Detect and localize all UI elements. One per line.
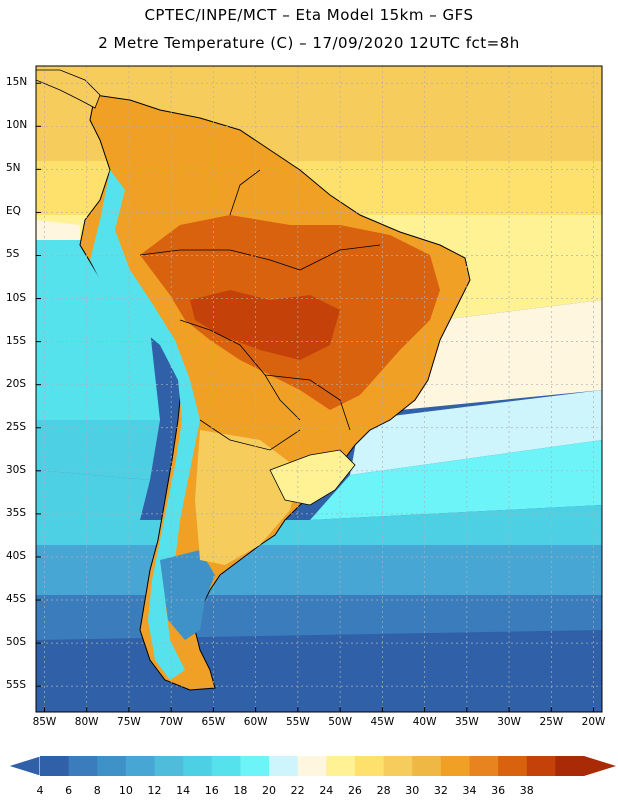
colorbar-label: 18 [233,784,248,797]
colorbar-segment [154,756,184,776]
lat-label: EQ [6,205,21,218]
lat-label: 20S [6,377,27,390]
patagonia-mild-region [195,430,300,565]
colorbar-label: 34 [462,784,477,797]
colorbar-label: 16 [204,784,219,797]
colorbar-label: 36 [491,784,506,797]
lon-label: 70W [159,716,184,728]
colorbar-segment [297,756,327,776]
colorbar-segment [125,756,156,776]
ocean-band-22-pacific-north [36,220,80,240]
colorbar-segment [498,756,528,776]
colorbar-label: 38 [519,784,534,797]
lon-label: 75W [117,716,141,728]
lat-label: 5N [6,162,21,175]
lat-label: 5S [6,248,20,261]
colorbar-label: 12 [147,784,162,797]
colorbar-segment [40,756,70,776]
andes-colder-region [160,550,215,640]
ocean-band-10 [36,545,602,595]
lat-label: 35S [6,506,27,519]
colorbar-label: 32 [433,784,448,797]
lat-label: 40S [6,549,27,562]
lon-label: 60W [243,716,268,728]
colorbar-label: 6 [65,784,73,797]
country-borders [139,169,381,451]
colorbar-segment [269,756,299,776]
colorbar-label: 8 [93,784,101,797]
lon-label: 65W [201,716,226,728]
colorbar-segment [526,756,556,776]
lat-label: 30S [6,463,27,476]
colorbar-label: 30 [405,784,420,797]
map-frame [35,65,603,713]
colorbar-label: 14 [176,784,191,797]
lat-label: 10N [6,119,28,132]
lon-label: 85W [32,716,57,728]
central-america-landmass [36,69,101,109]
lon-label: 40W [412,716,437,728]
colorbar-segment [469,756,499,776]
colorbar-segment [326,756,356,776]
lat-label: 15S [6,334,27,347]
colorbar-segment [354,756,385,776]
colorbar-max-arrow [584,756,616,776]
lon-label: 20W [581,716,606,728]
title-line-1: CPTEC/INPE/MCT – Eta Model 15km – GFS [144,6,474,24]
andes-cold-region [90,170,200,680]
ocean-band-14-pacific [36,420,160,480]
lon-label: 25W [539,716,564,728]
color-scale-bar [6,755,616,777]
colorbar-segment [183,756,213,776]
lon-label: 50W [328,716,352,728]
colorbar-label: 10 [118,784,133,797]
colorbar-segment [555,756,585,776]
lat-label: 15N [6,76,28,89]
lat-label: 25S [6,420,27,433]
lat-label: 50S [6,636,27,649]
colorbar-segment [440,756,470,776]
hottest-region [190,290,340,360]
lon-label: 35W [454,716,479,728]
lat-label: 45S [6,593,27,606]
ocean-band-16 [310,440,602,520]
colorbar-label: 26 [347,784,362,797]
lon-label: 45W [370,716,395,728]
colorbar-label: 22 [290,784,305,797]
lat-label: 10S [6,291,27,304]
lon-label: 55W [286,716,310,728]
colorbar-segment [97,756,127,776]
colorbar-segment [211,756,241,776]
lon-label: 30W [497,716,521,728]
colorbar-segment [68,756,98,776]
lon-label: 80W [74,716,99,728]
ocean-band-18 [350,390,602,475]
map-grid [36,66,602,712]
colorbar-segment [240,756,270,776]
colorbar-label: 4 [36,784,44,797]
colorbar-label: 20 [262,784,277,797]
map-ticks [36,82,595,712]
title-line-2: 2 Metre Temperature (C) – 17/09/2020 12U… [98,34,520,52]
colorbar-min-arrow [6,755,41,777]
colorbar-segment [412,756,442,776]
lat-label: 55S [6,679,27,692]
colorbar-segment [383,756,413,776]
colorbar-label: 24 [319,784,334,797]
south-brazil-cool-region [269,449,356,506]
colorbar-label: 28 [376,784,391,797]
